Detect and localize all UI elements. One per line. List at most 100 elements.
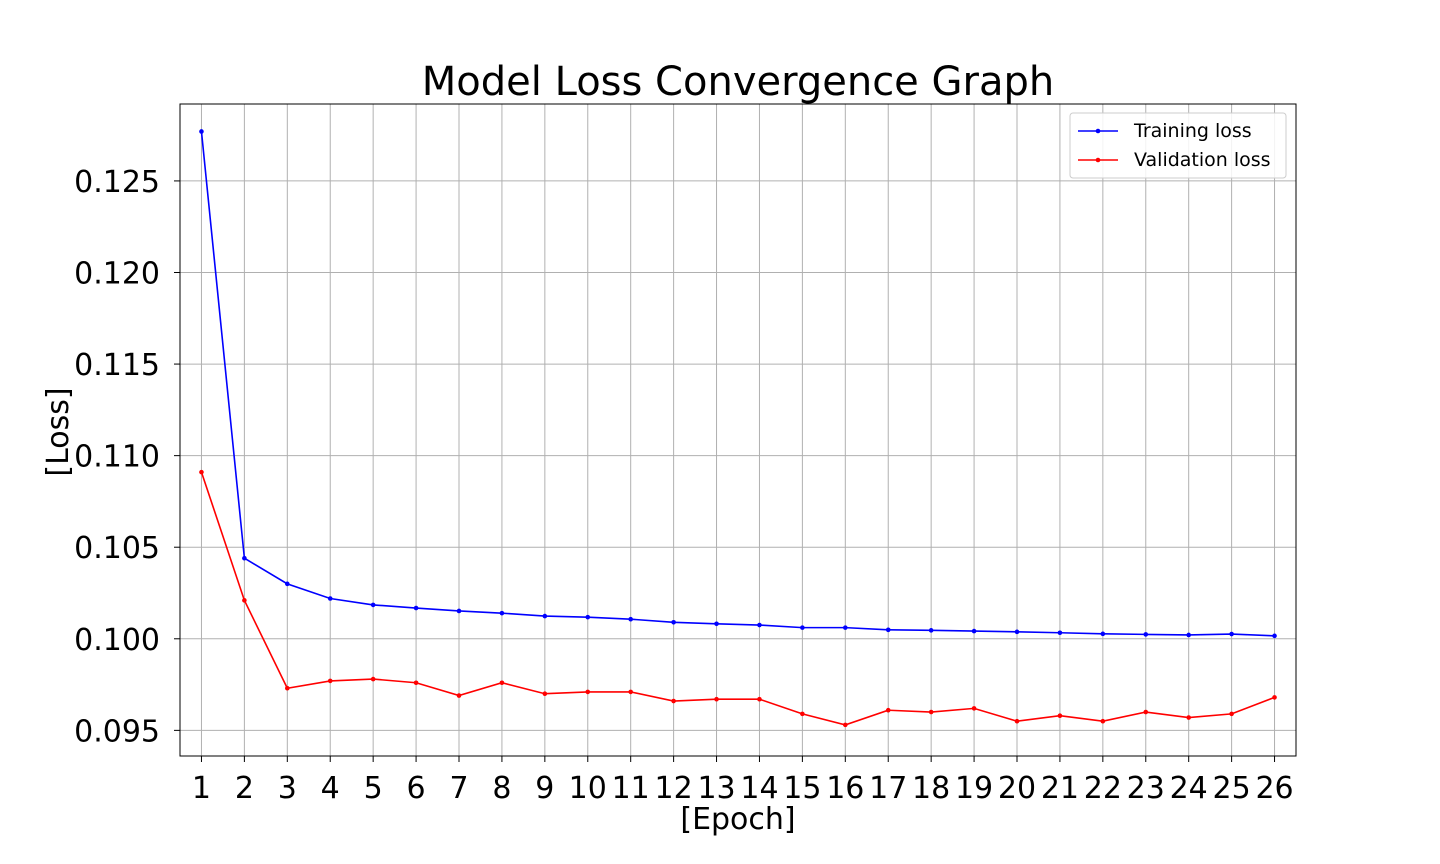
series-line-1 — [200, 131, 1275, 637]
series-2-point — [413, 680, 419, 686]
series-2-point — [1229, 711, 1234, 717]
series-1-point — [1229, 631, 1234, 637]
series-2-point — [800, 711, 805, 717]
y-tick-label: 0.120 — [74, 256, 160, 291]
x-tick-label: 19 — [955, 771, 993, 806]
series-2-point — [456, 693, 462, 698]
legend-label: Validation loss — [1134, 149, 1271, 171]
series-1-point — [843, 625, 848, 630]
x-tick-label: 10 — [569, 771, 607, 806]
plot-frame — [179, 103, 1297, 757]
series-1-point — [628, 616, 633, 622]
x-tick-label: 4 — [321, 771, 340, 806]
series-2-point — [628, 689, 633, 695]
x-tick-label: 21 — [1041, 771, 1079, 806]
series-2-point — [199, 469, 204, 475]
series-2-point — [1100, 718, 1106, 724]
series-2-point — [499, 680, 505, 686]
x-tick-label: 8 — [492, 771, 511, 806]
x-tick-label: 11 — [612, 771, 650, 806]
series-2-point — [370, 676, 376, 682]
series-1-point — [671, 620, 676, 625]
series-1-point — [971, 628, 977, 634]
x-tick-label: 3 — [278, 771, 297, 806]
x-tick-label: 18 — [912, 771, 950, 806]
x-tick-label: 14 — [740, 771, 778, 806]
series-2-point — [1057, 713, 1063, 719]
x-tick-label: 1 — [192, 771, 211, 806]
series-1-point — [1186, 632, 1191, 638]
series-1-point — [456, 608, 462, 614]
y-tick-label: 0.105 — [74, 531, 160, 566]
series-2-point — [542, 691, 548, 697]
series-1-point — [800, 625, 805, 630]
series-1-point — [1143, 632, 1149, 637]
x-tick-label: 6 — [407, 771, 426, 806]
series-2-point — [1014, 718, 1020, 724]
series-2-point — [1272, 695, 1277, 700]
series-layer — [199, 129, 1277, 728]
legend: Training loss Validation loss — [1069, 112, 1287, 179]
series-2-point — [1143, 709, 1149, 715]
legend-label: Training loss — [1133, 120, 1252, 142]
x-tick-label: 26 — [1255, 771, 1293, 806]
x-tick-label: 22 — [1084, 771, 1122, 806]
series-2-point — [242, 598, 247, 603]
legend-marker — [1095, 128, 1101, 134]
y-axis-label: [Loss] — [41, 387, 76, 476]
x-tick-label: 23 — [1127, 771, 1165, 806]
legend-box — [1069, 112, 1287, 179]
series-1-point — [1057, 630, 1063, 636]
series-1-point — [585, 614, 591, 620]
series-1-point — [199, 129, 204, 134]
x-tick-label: 15 — [783, 771, 821, 806]
series-1-point — [499, 610, 505, 616]
x-tick-label: 17 — [869, 771, 907, 806]
series-1-point — [242, 555, 247, 561]
series-1-point — [327, 596, 333, 601]
y-axis-ticks: 0.095 0.100 0.105 0.110 0.115 0.120 0.125 — [74, 165, 180, 749]
series-2-point — [671, 698, 676, 704]
series-1-point — [757, 622, 762, 628]
x-tick-label: 16 — [826, 771, 864, 806]
x-tick-label: 9 — [535, 771, 554, 806]
x-tick-label: 24 — [1170, 771, 1208, 806]
series-1-point — [714, 621, 719, 627]
legend-marker — [1095, 157, 1101, 163]
series-line-2 — [200, 471, 1275, 726]
series-2-point — [928, 709, 934, 715]
series-1-point — [928, 628, 934, 633]
series-2-point — [1186, 715, 1191, 720]
series-2-point — [757, 696, 762, 702]
series-2-point — [843, 722, 848, 728]
series-1-point — [285, 581, 290, 587]
y-tick-label: 0.095 — [74, 714, 160, 749]
x-axis-ticks: 1 2 3 4 5 6 7 8 9 10 11 12 13 14 15 16 17 18 19 20 21 22 23 24 2… — [192, 756, 1294, 806]
series-1-point — [885, 627, 891, 633]
grid-lines — [180, 104, 1296, 756]
series-2-point — [714, 696, 719, 702]
x-axis-label: [Epoch] — [680, 802, 795, 837]
series-2-point — [885, 707, 891, 713]
series-2-point — [327, 678, 333, 684]
series-1-point — [413, 605, 419, 611]
series-1-point — [1100, 631, 1106, 637]
x-tick-label: 13 — [697, 771, 735, 806]
y-tick-label: 0.125 — [74, 165, 160, 200]
x-tick-label: 2 — [235, 771, 254, 806]
x-tick-label: 20 — [998, 771, 1036, 806]
series-2-point — [285, 685, 290, 691]
x-tick-label: 12 — [655, 771, 693, 806]
x-tick-label: 5 — [364, 771, 383, 806]
series-1-point — [1272, 633, 1277, 639]
chart-title: Model Loss Convergence Graph — [422, 59, 1054, 105]
y-tick-label: 0.110 — [74, 440, 160, 475]
series-1-point — [370, 602, 376, 608]
series-1-point — [1014, 629, 1020, 635]
series-2-point — [585, 689, 591, 695]
x-tick-label: 7 — [449, 771, 468, 806]
x-tick-label: 25 — [1213, 771, 1251, 806]
y-tick-label: 0.100 — [74, 623, 160, 658]
series-1-point — [542, 613, 548, 619]
